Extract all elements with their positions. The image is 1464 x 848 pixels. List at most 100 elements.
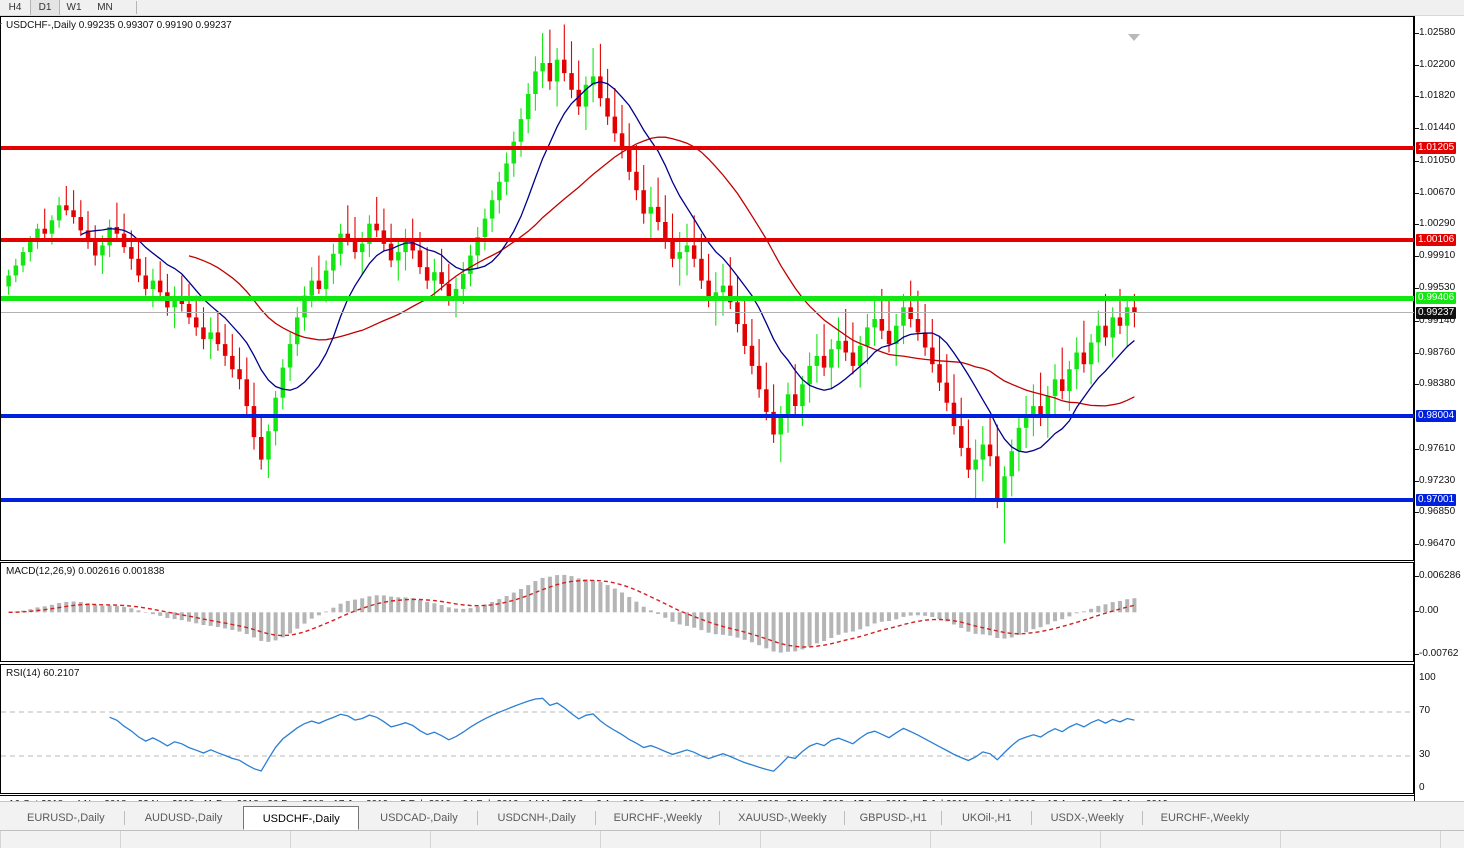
price-tick-label: 1.01050 xyxy=(1419,154,1456,166)
price-scale[interactable]: 1.02580 1.02200 1.01820 1.01440 1.01050 1.006… xyxy=(1414,16,1464,801)
symbol-header-label: USDCHF-,Daily 0.99235 0.99307 0.99190 0.… xyxy=(6,20,232,31)
price-level-badge[interactable]: 1.01205 xyxy=(1416,141,1457,154)
chart-area[interactable]: USDCHF-,Daily 0.99235 0.99307 0.99190 0.… xyxy=(0,15,1464,817)
price-level-badge[interactable]: 0.98004 xyxy=(1416,409,1457,422)
price-tick xyxy=(1415,544,1419,546)
price-tick-label: 0.96850 xyxy=(1419,506,1456,518)
price-tick-label: 1.02200 xyxy=(1419,58,1456,70)
price-tick-label: 1.02580 xyxy=(1419,26,1456,38)
timeframe-mn[interactable]: MN xyxy=(90,0,120,15)
price-tick xyxy=(1415,32,1419,34)
price-level-badge[interactable]: 0.97001 xyxy=(1416,493,1457,506)
price-tick xyxy=(1415,224,1419,226)
timeframe-toolbar[interactable]: H4 D1 W1 MN xyxy=(0,0,1464,16)
price-tick xyxy=(1415,192,1419,194)
rsi-pane[interactable]: RSI(14) 60.2107 xyxy=(0,664,1414,794)
chart-tabbar[interactable]: EURUSD-,Daily AUDUSD-,Daily USDCHF-,Daily U… xyxy=(0,801,1464,848)
resistance-line-1[interactable] xyxy=(1,145,1415,150)
candlestick-series xyxy=(6,24,1137,544)
chart-tab-usdchf-daily[interactable]: USDCHF-,Daily xyxy=(243,806,360,830)
price-tick-label: 0.99910 xyxy=(1419,250,1456,262)
timeframe-w1[interactable]: W1 xyxy=(60,0,88,15)
chart-tab-eurchf-weekly[interactable]: EURCHF-,Weekly xyxy=(613,812,702,824)
support-line-blue-2[interactable] xyxy=(1,497,1415,502)
tabbar-grid-line xyxy=(930,831,931,848)
price-tick-label: 0.98380 xyxy=(1419,378,1456,390)
tabbar-grid-line xyxy=(1440,831,1441,848)
current-price-line xyxy=(1,312,1415,314)
price-tick xyxy=(1415,448,1419,450)
chart-tab-gbpusd-h1[interactable]: GBPUSD-,H1 xyxy=(859,812,927,824)
tabbar-underline xyxy=(0,830,1464,831)
chart-tab-audusd-daily[interactable]: AUDUSD-,Daily xyxy=(144,812,223,824)
price-tick-label: 0.99530 xyxy=(1419,282,1456,294)
tab-divider xyxy=(1030,811,1032,825)
rsi-axis-label: 0 xyxy=(1419,782,1425,793)
chart-tab-eurusd-daily[interactable]: EURUSD-,Daily xyxy=(27,812,105,824)
price-tick xyxy=(1415,96,1419,98)
collapse-arrow-icon[interactable] xyxy=(0,23,2,28)
price-tick xyxy=(1415,288,1419,290)
price-tick-label: 0.97230 xyxy=(1419,474,1456,486)
tabbar-grid-line xyxy=(1100,831,1101,848)
price-level-badge[interactable]: 0.99406 xyxy=(1416,292,1457,305)
macd-axis-label: 0.00 xyxy=(1419,605,1439,617)
resistance-line-2[interactable] xyxy=(1,237,1415,242)
price-tick xyxy=(1415,160,1419,162)
price-tick-label: 0.98760 xyxy=(1419,346,1456,358)
price-tick xyxy=(1415,512,1419,514)
price-tick-label: 1.01820 xyxy=(1419,90,1456,102)
current-price-badge: 0.99237 xyxy=(1416,306,1457,319)
price-pane[interactable]: USDCHF-,Daily 0.99235 0.99307 0.99190 0.… xyxy=(0,16,1415,561)
price-tick xyxy=(1415,352,1419,354)
price-tick-label: 1.01440 xyxy=(1419,122,1456,134)
timeframe-h4[interactable]: H4 xyxy=(2,0,28,15)
macd-series xyxy=(8,574,1137,653)
chart-tab-ukoil-h1[interactable]: UKOil-,H1 xyxy=(961,812,1012,824)
price-tick xyxy=(1415,480,1419,482)
price-tick-label: 1.00290 xyxy=(1419,218,1456,230)
rsi-axis-label: 30 xyxy=(1419,749,1431,760)
price-tick xyxy=(1415,320,1419,322)
chart-tab-xauusd-weekly[interactable]: XAUUSD-,Weekly xyxy=(738,812,827,824)
toolbar-divider xyxy=(136,1,137,14)
tab-divider xyxy=(843,811,845,825)
tab-divider xyxy=(594,811,596,825)
macd-pane[interactable]: MACD(12,26,9) 0.002616 0.001838 xyxy=(0,562,1414,662)
macd-axis-label: 0.006286 xyxy=(1419,570,1461,581)
tabbar-grid-line xyxy=(290,831,291,848)
timeframe-h4-label: H4 xyxy=(8,2,22,13)
price-tick-label: 0.99140 xyxy=(1419,314,1456,326)
tab-divider xyxy=(719,811,721,825)
symbol-header: USDCHF-,Daily 0.99235 0.99307 0.99190 0.… xyxy=(0,20,232,31)
chart-tab-usdcad-daily[interactable]: USDCAD-,Daily xyxy=(380,812,458,824)
chart-tabstrip[interactable]: EURUSD-,Daily AUDUSD-,Daily USDCHF-,Daily U… xyxy=(0,802,1464,831)
chart-tab-eurchf-weekly[interactable]: EURCHF-,Weekly xyxy=(1160,812,1250,824)
macd-axis-tick xyxy=(1415,654,1419,655)
macd-axis-tick xyxy=(1415,611,1419,613)
tabbar-grid-line xyxy=(1280,831,1281,848)
tabbar-grid-line xyxy=(0,831,1,848)
tabbar-grid-line xyxy=(430,831,431,848)
price-level-badge[interactable]: 1.00106 xyxy=(1416,233,1457,246)
price-tick xyxy=(1415,384,1419,386)
period-separator-marker-icon xyxy=(1128,34,1140,41)
price-tick xyxy=(1415,64,1419,66)
price-tick-label: 0.96470 xyxy=(1419,538,1456,550)
tab-divider xyxy=(476,811,478,825)
timeframe-w1-label: W1 xyxy=(66,2,82,13)
tab-divider xyxy=(1141,811,1143,825)
price-tick-label: 0.97610 xyxy=(1419,442,1456,454)
support-line-green[interactable] xyxy=(1,295,1415,301)
support-line-blue-1[interactable] xyxy=(1,413,1415,418)
rsi-series xyxy=(1,697,1413,772)
chart-tab-usdx-weekly[interactable]: USDX-,Weekly xyxy=(1050,812,1124,824)
price-tick xyxy=(1415,256,1419,258)
price-tick xyxy=(1415,128,1419,130)
timeframe-d1[interactable]: D1 xyxy=(30,0,60,15)
chart-tab-usdcnh-daily[interactable]: USDCNH-,Daily xyxy=(497,812,576,824)
rsi-axis-label: 70 xyxy=(1419,705,1431,716)
tab-divider xyxy=(123,811,125,825)
macd-axis-tick xyxy=(1415,576,1419,577)
tabbar-grid-line xyxy=(600,831,601,848)
